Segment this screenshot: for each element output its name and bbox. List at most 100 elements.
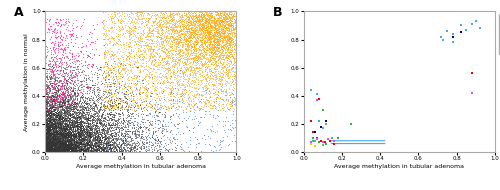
Point — [195, 55, 203, 58]
Point — [99, 150, 107, 153]
Point — [52, 149, 60, 152]
Point — [60, 143, 68, 146]
Point — [129, 115, 137, 118]
Point — [99, 117, 107, 120]
Point — [78, 128, 86, 131]
Point — [46, 94, 54, 97]
Point — [158, 81, 166, 84]
Point — [119, 27, 127, 30]
Point — [146, 71, 154, 74]
Point — [64, 116, 72, 119]
Point — [83, 130, 91, 133]
Point — [62, 146, 70, 149]
Point — [50, 139, 58, 142]
Point — [146, 70, 154, 73]
Point — [56, 100, 64, 103]
Point — [159, 50, 167, 53]
Point — [47, 125, 55, 128]
Point — [74, 71, 82, 74]
Point — [190, 24, 198, 27]
Point — [104, 89, 112, 92]
Point — [116, 147, 124, 150]
Point — [59, 50, 67, 53]
Point — [206, 40, 214, 43]
Point — [43, 146, 51, 149]
Point — [180, 35, 188, 38]
Point — [44, 64, 52, 67]
Point — [51, 125, 59, 128]
Point — [78, 137, 86, 140]
Point — [188, 53, 196, 56]
Point — [50, 140, 58, 143]
Point — [42, 101, 50, 104]
Point — [42, 149, 50, 152]
Point — [55, 110, 63, 113]
Point — [94, 145, 102, 148]
Point — [190, 126, 198, 129]
Point — [202, 20, 210, 23]
Point — [42, 119, 50, 122]
Point — [41, 148, 49, 151]
Point — [140, 31, 148, 34]
Point — [192, 54, 200, 57]
Point — [110, 127, 118, 130]
Point — [127, 106, 135, 109]
Point — [198, 46, 206, 49]
Point — [77, 140, 85, 143]
Point — [49, 112, 57, 115]
Point — [154, 123, 162, 126]
Point — [50, 150, 58, 153]
Point — [62, 46, 70, 49]
Point — [192, 11, 200, 14]
Point — [124, 120, 132, 123]
Point — [46, 139, 54, 142]
Point — [210, 104, 218, 107]
Point — [76, 149, 84, 152]
Point — [123, 55, 131, 59]
Point — [98, 149, 106, 152]
Point — [172, 28, 180, 31]
Point — [61, 123, 69, 126]
Point — [78, 145, 86, 148]
Point — [215, 15, 223, 18]
Point — [208, 98, 216, 101]
Point — [59, 150, 67, 153]
Point — [44, 128, 52, 131]
Point — [70, 121, 78, 124]
Point — [42, 142, 50, 145]
Point — [202, 38, 209, 41]
Point — [142, 64, 150, 67]
Point — [157, 143, 165, 146]
Point — [123, 129, 131, 132]
Point — [42, 93, 50, 96]
Point — [84, 133, 92, 136]
Point — [222, 40, 230, 43]
Point — [42, 91, 50, 94]
Point — [64, 124, 72, 127]
Point — [71, 145, 79, 148]
Point — [148, 108, 156, 111]
Point — [166, 69, 173, 72]
Point — [136, 58, 144, 61]
Point — [206, 14, 214, 17]
Point — [44, 147, 52, 150]
Point — [212, 13, 220, 17]
Point — [190, 24, 198, 27]
Point — [140, 141, 148, 144]
Point — [48, 122, 56, 125]
Point — [212, 23, 220, 26]
Point — [65, 142, 73, 146]
Point — [201, 51, 209, 54]
Point — [84, 149, 92, 152]
Point — [74, 86, 82, 89]
Point — [80, 112, 88, 115]
Point — [187, 23, 195, 26]
Point — [198, 34, 206, 37]
Point — [70, 68, 78, 71]
Point — [74, 131, 82, 134]
Point — [99, 102, 107, 105]
Point — [72, 148, 80, 151]
Point — [46, 133, 54, 136]
Point — [219, 45, 227, 48]
Point — [89, 118, 97, 121]
